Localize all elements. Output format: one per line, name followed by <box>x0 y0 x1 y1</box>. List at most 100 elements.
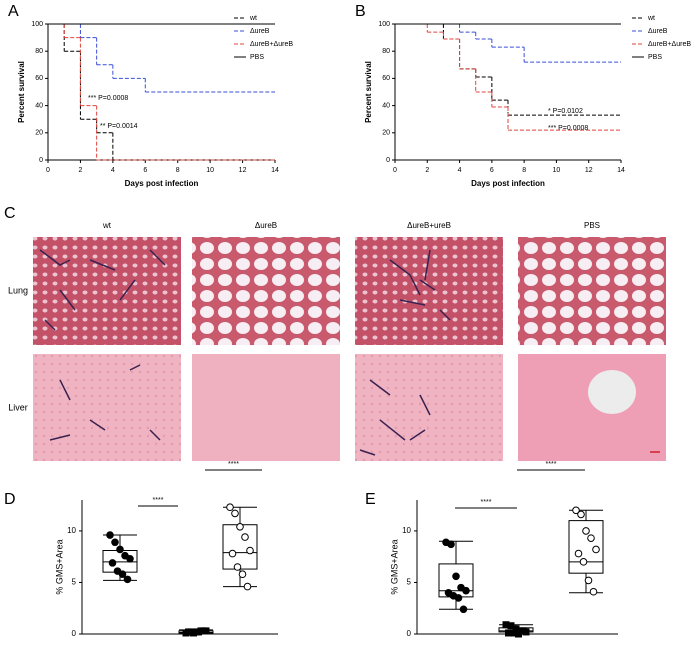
y-tick-label: 20 <box>35 130 43 137</box>
x-tick-label: 8 <box>522 167 526 174</box>
x-tick-label: 2 <box>78 167 82 174</box>
panel-label: A <box>8 3 19 20</box>
point <box>116 545 124 554</box>
legend-label: wt <box>647 15 655 22</box>
point <box>452 572 460 581</box>
row-label: Lung <box>8 285 28 295</box>
y-tick-label: 5 <box>72 578 77 587</box>
point <box>520 627 527 635</box>
y-axis-label: Percent survival <box>17 61 26 123</box>
y-tick-label: 60 <box>382 75 390 82</box>
y-tick-label: 0 <box>386 157 390 164</box>
y-tick-label: 60 <box>35 75 43 82</box>
y-axis-label: % GMS+Area <box>54 539 64 594</box>
x-axis-label: Days post infection <box>471 179 545 188</box>
y-tick-label: 100 <box>378 21 390 28</box>
x-tick-label: 6 <box>490 167 494 174</box>
y-tick-label: 10 <box>67 526 76 535</box>
point <box>111 538 119 547</box>
panel-label: B <box>355 3 366 20</box>
image-liver-comp <box>355 354 503 461</box>
image-lung-dureb <box>192 237 340 345</box>
legend-label: ΔureB+ΔureB <box>648 41 691 48</box>
y-tick-label: 20 <box>382 130 390 137</box>
x-tick-label: 10 <box>553 167 561 174</box>
histology-images <box>33 237 666 461</box>
legend-label: ΔureB+ΔureB <box>250 41 293 48</box>
y-tick-label: 5 <box>407 578 412 587</box>
panel-label: E <box>365 491 376 508</box>
point <box>459 605 468 614</box>
point <box>579 558 588 566</box>
annotation: ** P=0.0014 <box>100 123 138 130</box>
x-tick-label: 4 <box>111 167 115 174</box>
column-label: PBS <box>584 221 600 230</box>
point <box>447 540 455 549</box>
x-tick-label: 0 <box>46 167 50 174</box>
x-tick-label: 14 <box>271 167 279 174</box>
column-label: wt <box>102 221 112 230</box>
x-tick-label: 0 <box>393 167 397 174</box>
point <box>231 509 239 518</box>
point <box>226 503 234 512</box>
y-tick-label: 40 <box>35 102 43 109</box>
significance: **** <box>228 461 239 468</box>
column-label: ΔureB+ureB <box>407 221 451 230</box>
column-label: ΔureB <box>255 221 277 230</box>
point <box>238 570 247 579</box>
image-lung-wt <box>33 237 181 345</box>
point <box>243 582 252 591</box>
x-tick-label: 14 <box>617 167 625 174</box>
image-liver-pbs <box>518 354 666 461</box>
significance: **** <box>481 499 492 506</box>
legend-label: ΔureB <box>648 28 668 35</box>
point <box>584 576 593 585</box>
y-axis-label: % GMS+Area <box>389 539 399 594</box>
x-tick-label: 12 <box>585 167 593 174</box>
significance: **** <box>153 497 164 504</box>
point <box>589 587 598 596</box>
box <box>568 520 604 574</box>
y-tick-label: 80 <box>35 48 43 55</box>
y-tick-label: 40 <box>382 102 390 109</box>
point <box>241 533 249 541</box>
point <box>118 570 127 579</box>
legend-label: wt <box>249 15 257 22</box>
annotation: *** P=0.0008 <box>88 95 128 102</box>
legend-label: PBS <box>648 54 662 61</box>
point <box>572 506 580 515</box>
point <box>106 531 114 539</box>
point <box>123 575 132 584</box>
image-lung-pbs <box>518 237 666 345</box>
point <box>454 594 463 602</box>
annotation: * P=0.0102 <box>548 108 583 115</box>
image-liver-dureb <box>192 354 340 461</box>
y-tick-label: 0 <box>407 629 412 638</box>
point <box>577 510 585 519</box>
point <box>200 627 207 635</box>
point <box>592 545 600 554</box>
x-tick-label: 6 <box>143 167 147 174</box>
row-label: Liver <box>8 402 28 412</box>
x-tick-label: 8 <box>176 167 180 174</box>
fungal-stain <box>39 249 451 456</box>
y-tick-label: 10 <box>402 526 411 535</box>
image-liver-wt <box>33 354 181 461</box>
point <box>228 549 237 558</box>
legend-label: ΔureB <box>250 28 270 35</box>
x-tick-label: 12 <box>239 167 247 174</box>
vessel <box>588 370 636 414</box>
panel-label: D <box>4 491 16 508</box>
x-axis-label: Days post infection <box>125 179 199 188</box>
x-tick-label: 10 <box>206 167 214 174</box>
annotation: *** P=0.0008 <box>548 125 588 132</box>
point <box>582 527 590 535</box>
y-axis-label: Percent survival <box>364 61 373 123</box>
y-tick-label: 100 <box>31 21 43 28</box>
point <box>574 549 583 558</box>
panel-label: C <box>4 205 16 222</box>
point <box>233 563 242 571</box>
legend-label: PBS <box>250 54 264 61</box>
y-tick-label: 0 <box>39 157 43 164</box>
